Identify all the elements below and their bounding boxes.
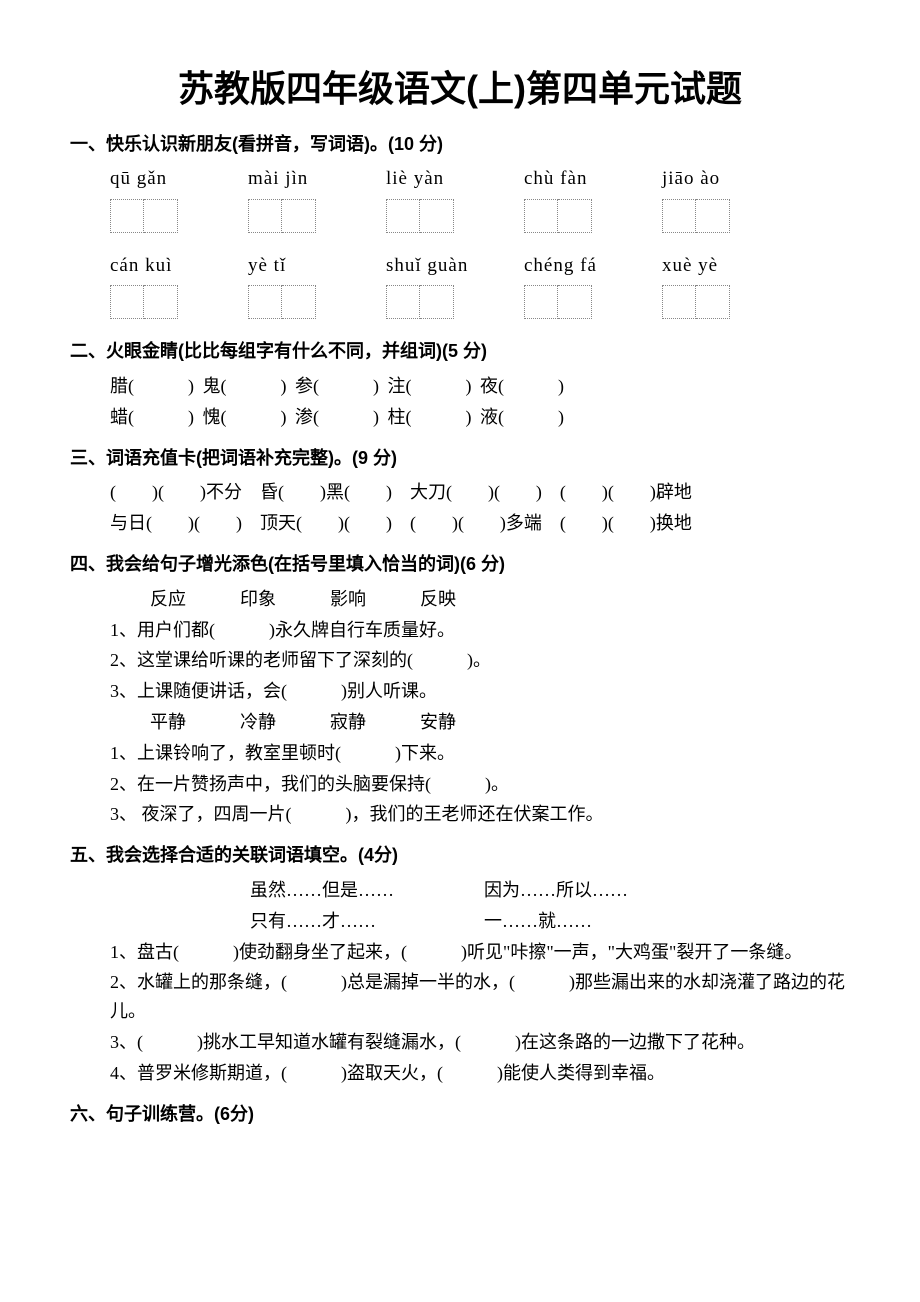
- pinyin-item: yè tǐ: [248, 251, 358, 281]
- s4-q[interactable]: 1、用户们都( )永久牌自行车质量好。: [110, 616, 850, 645]
- answer-box-group[interactable]: [524, 285, 634, 319]
- answer-box-row-2: [110, 285, 850, 319]
- s4-group2-words: 平静 冷静 寂静 安静: [150, 708, 850, 737]
- s4-q[interactable]: 3、上课随便讲话，会( )别人听课。: [110, 677, 850, 706]
- section-2-head: 二、火眼金睛(比比每组字有什么不同，并组词)(5 分): [70, 337, 850, 366]
- pinyin-item: qū gǎn: [110, 164, 220, 194]
- s3-row-2[interactable]: 与日( )( ) 顶天( )( ) ( )( )多端 ( )( )换地: [110, 509, 850, 538]
- pinyin-item: liè yàn: [386, 164, 496, 194]
- s5-q2[interactable]: 2、水罐上的那条缝，( )总是漏掉一半的水，( )那些漏出来的水却浇灌了路边的花…: [110, 968, 850, 1026]
- s2-row-2[interactable]: 蜡( ) 愧( ) 渗( ) 柱( ) 液( ): [110, 403, 850, 432]
- s4-q[interactable]: 3、 夜深了，四周一片( )，我们的王老师还在伏案工作。: [110, 800, 850, 829]
- s5-conj-1: 虽然……但是…… 因为……所以……: [250, 876, 850, 905]
- answer-box-group[interactable]: [386, 285, 496, 319]
- section-5-head: 五、我会选择合适的关联词语填空。(4分): [70, 841, 850, 870]
- pinyin-item: chù fàn: [524, 164, 634, 194]
- pinyin-item: mài jìn: [248, 164, 358, 194]
- s3-row-1[interactable]: ( )( )不分 昏( )黑( ) 大刀( )( ) ( )( )辟地: [110, 478, 850, 507]
- answer-box-group[interactable]: [662, 199, 772, 233]
- s5-q1[interactable]: 1、盘古( )使劲翻身坐了起来，( )听见"咔擦"一声，"大鸡蛋"裂开了一条缝。: [110, 938, 850, 967]
- s5-q3[interactable]: 3、( )挑水工早知道水罐有裂缝漏水，( )在这条路的一边撒下了花种。: [110, 1028, 850, 1057]
- pinyin-item: xuè yè: [662, 251, 772, 281]
- pinyin-row-1: qū gǎn mài jìn liè yàn chù fàn jiāo ào: [110, 164, 850, 194]
- page-title: 苏教版四年级语文(上)第四单元试题: [70, 60, 850, 118]
- s5-q4[interactable]: 4、普罗米修斯期道，( )盗取天火，( )能使人类得到幸福。: [110, 1059, 850, 1088]
- s4-q[interactable]: 2、在一片赞扬声中，我们的头脑要保持( )。: [110, 770, 850, 799]
- section-6-head: 六、句子训练营。(6分): [70, 1100, 850, 1129]
- section-4-head: 四、我会给句子增光添色(在括号里填入恰当的词)(6 分): [70, 550, 850, 579]
- s4-q[interactable]: 2、这堂课给听课的老师留下了深刻的( )。: [110, 646, 850, 675]
- answer-box-group[interactable]: [248, 199, 358, 233]
- answer-box-row-1: [110, 199, 850, 233]
- answer-box-group[interactable]: [524, 199, 634, 233]
- s4-group1-words: 反应 印象 影响 反映: [150, 585, 850, 614]
- pinyin-item: shuǐ guàn: [386, 251, 496, 281]
- pinyin-item: chéng fá: [524, 251, 634, 281]
- answer-box-group[interactable]: [662, 285, 772, 319]
- pinyin-row-2: cán kuì yè tǐ shuǐ guàn chéng fá xuè yè: [110, 251, 850, 281]
- pinyin-item: cán kuì: [110, 251, 220, 281]
- answer-box-group[interactable]: [110, 199, 220, 233]
- answer-box-group[interactable]: [386, 199, 496, 233]
- section-3-head: 三、词语充值卡(把词语补充完整)。(9 分): [70, 444, 850, 473]
- s2-row-1[interactable]: 腊( ) 鬼( ) 参( ) 注( ) 夜( ): [110, 372, 850, 401]
- pinyin-item: jiāo ào: [662, 164, 772, 194]
- section-1-head: 一、快乐认识新朋友(看拼音，写词语)。(10 分): [70, 130, 850, 159]
- s4-q[interactable]: 1、上课铃响了，教室里顿时( )下来。: [110, 739, 850, 768]
- answer-box-group[interactable]: [110, 285, 220, 319]
- s5-conj-2: 只有……才…… 一……就……: [250, 907, 850, 936]
- answer-box-group[interactable]: [248, 285, 358, 319]
